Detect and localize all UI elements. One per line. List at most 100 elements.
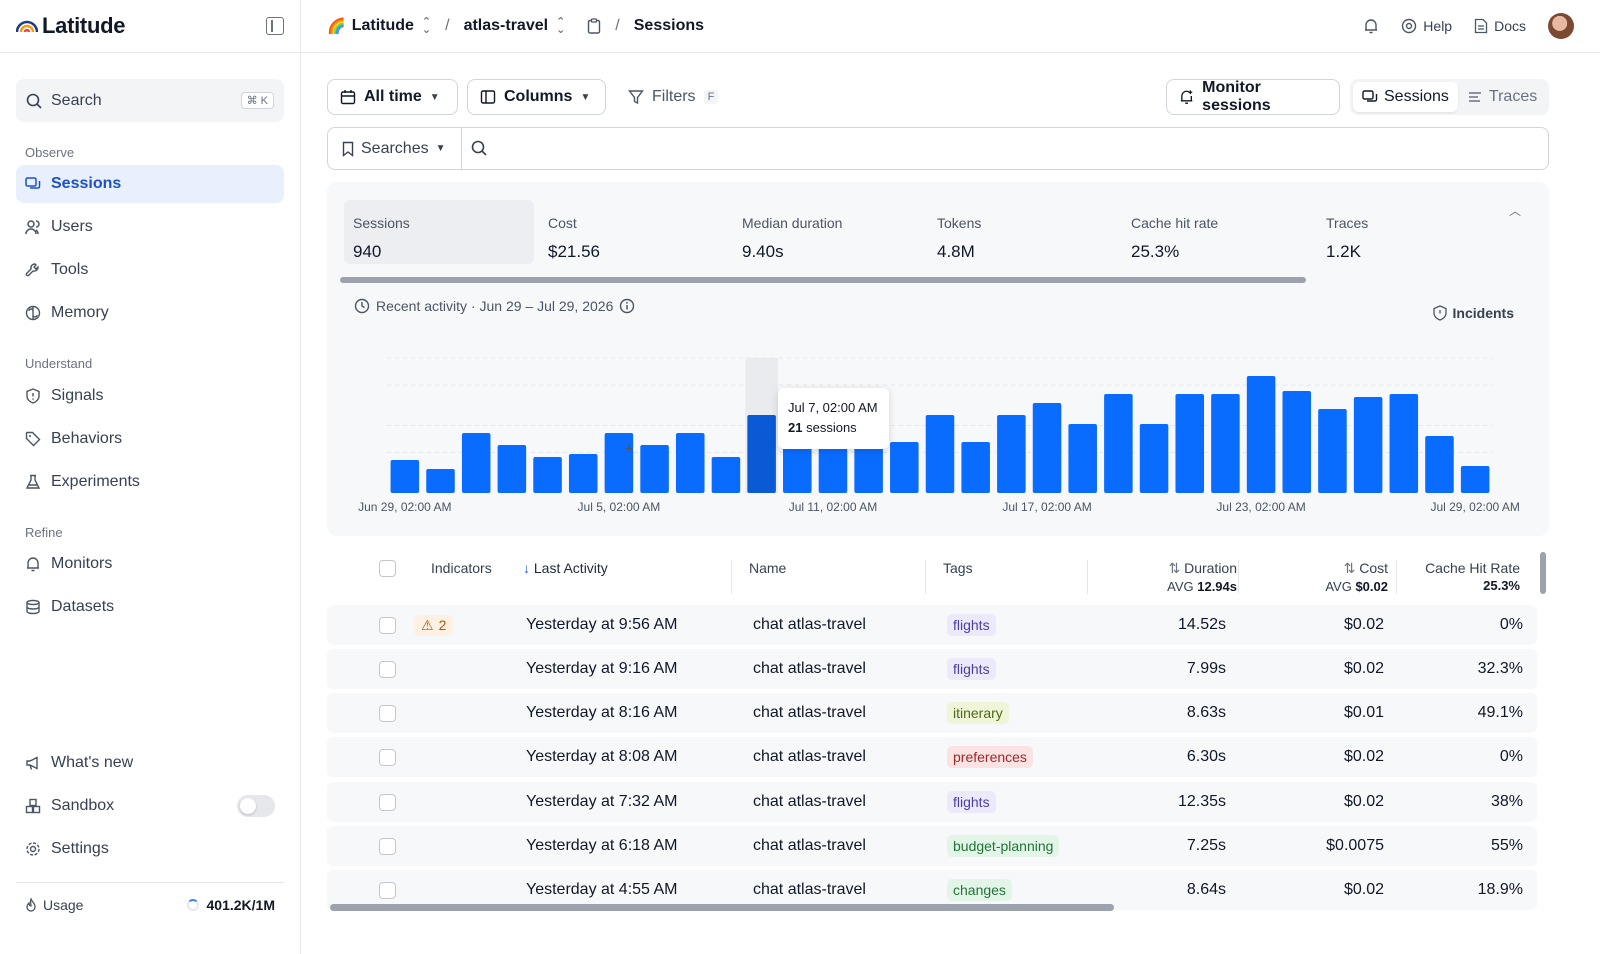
chart-bar[interactable] bbox=[1353, 397, 1383, 493]
table-row[interactable]: Yesterday at 8:16 AM chat atlas-travel iti… bbox=[327, 693, 1537, 733]
sidebar-item-tools[interactable]: Tools bbox=[16, 251, 284, 289]
sidebar-item-experiments[interactable]: Experiments bbox=[16, 463, 284, 501]
chart-bar[interactable] bbox=[711, 457, 741, 493]
chart-bar[interactable] bbox=[604, 433, 634, 493]
tag-badge[interactable]: flights bbox=[947, 614, 996, 636]
columns-button[interactable]: Columns ▼ bbox=[467, 79, 606, 115]
breadcrumb-project[interactable]: atlas-travel ⌃ ⌄ bbox=[464, 17, 566, 36]
tag-badge[interactable]: budget-planning bbox=[947, 835, 1060, 857]
row-checkbox[interactable] bbox=[379, 748, 396, 766]
table-row[interactable]: Yesterday at 9:16 AM chat atlas-travel fli… bbox=[327, 649, 1537, 689]
sidebar-item-sandbox[interactable]: Sandbox bbox=[16, 787, 284, 825]
chart-bar[interactable] bbox=[997, 415, 1026, 493]
header-name[interactable]: Name bbox=[749, 560, 787, 576]
header-tags[interactable]: Tags bbox=[943, 560, 973, 576]
stats-scrollbar[interactable] bbox=[340, 277, 1306, 283]
chart-bar[interactable] bbox=[390, 460, 420, 493]
chart-bar[interactable] bbox=[461, 433, 491, 493]
tab-traces[interactable]: Traces bbox=[1458, 82, 1546, 112]
monitor-sessions-button[interactable]: Monitor sessions bbox=[1166, 79, 1340, 115]
notification-bell-icon[interactable] bbox=[1363, 18, 1379, 34]
chart-bar[interactable] bbox=[533, 457, 562, 493]
table-row[interactable]: ⚠ 2 Yesterday at 9:56 AM chat atlas-travel f… bbox=[327, 605, 1537, 645]
header-cost[interactable]: ⇅ Cost AVG $0.02 bbox=[1238, 560, 1388, 594]
sidebar-item-settings[interactable]: Settings bbox=[16, 830, 284, 868]
table-horizontal-scrollbar[interactable] bbox=[330, 904, 1114, 911]
sidebar-collapse-icon[interactable] bbox=[266, 17, 284, 35]
chart-bar[interactable] bbox=[675, 433, 705, 493]
sidebar-search[interactable]: Search ⌘ K bbox=[16, 79, 284, 122]
usage-row[interactable]: Usage 401.2K/1M bbox=[16, 882, 284, 927]
chart-bar[interactable] bbox=[426, 469, 455, 493]
chart-bar[interactable] bbox=[1211, 394, 1240, 493]
chart-bar[interactable] bbox=[890, 442, 919, 493]
chart-bar[interactable] bbox=[1139, 424, 1169, 493]
avatar[interactable] bbox=[1548, 13, 1574, 39]
sidebar-item-monitors[interactable]: Monitors bbox=[16, 545, 284, 583]
stat-median-duration[interactable]: Median duration 9.40s bbox=[733, 200, 923, 264]
sidebar-item-datasets[interactable]: Datasets bbox=[16, 588, 284, 626]
chart-bar[interactable] bbox=[640, 445, 669, 493]
tab-sessions[interactable]: Sessions bbox=[1353, 82, 1458, 112]
sidebar-item-users[interactable]: Users bbox=[16, 208, 284, 246]
header-indicators[interactable]: Indicators bbox=[431, 560, 492, 576]
breadcrumb-org[interactable]: 🌈 Latitude ⌃ ⌄ bbox=[327, 17, 431, 36]
incidents-toggle[interactable]: Incidents bbox=[1432, 305, 1514, 321]
header-duration[interactable]: ⇅ Duration AVG 12.94s bbox=[1087, 560, 1237, 594]
tag-badge[interactable]: flights bbox=[947, 658, 996, 680]
sidebar-item-whats-new[interactable]: What's new bbox=[16, 744, 284, 782]
stat-cost[interactable]: Cost $21.56 bbox=[539, 200, 729, 264]
filters-button[interactable]: Filters F bbox=[628, 80, 719, 114]
stat-tokens[interactable]: Tokens 4.8M bbox=[928, 200, 1118, 264]
header-cache-hit-rate[interactable]: Cache Hit Rate 25.3% bbox=[1396, 560, 1520, 593]
sidebar-item-signals[interactable]: Signals bbox=[16, 377, 284, 415]
chart-bar[interactable] bbox=[568, 454, 598, 493]
warning-badge[interactable]: ⚠ 2 bbox=[414, 614, 454, 636]
help-link[interactable]: Help bbox=[1401, 18, 1452, 34]
row-checkbox[interactable] bbox=[379, 660, 396, 678]
sidebar-item-memory[interactable]: Memory bbox=[16, 294, 284, 332]
sidebar-item-sessions[interactable]: Sessions bbox=[16, 165, 284, 203]
chart-bar[interactable] bbox=[1389, 394, 1419, 493]
query-input[interactable] bbox=[462, 128, 1548, 169]
chevron-up-icon[interactable]: ︿ bbox=[1508, 204, 1521, 218]
saved-searches-button[interactable]: Searches ▼ bbox=[328, 128, 462, 169]
chart-bar[interactable] bbox=[925, 415, 955, 493]
info-icon[interactable] bbox=[619, 298, 635, 314]
table-row[interactable]: Yesterday at 6:18 AM chat atlas-travel bud… bbox=[327, 826, 1537, 866]
chart-bar[interactable] bbox=[961, 442, 990, 493]
chart-bar[interactable] bbox=[1246, 376, 1276, 493]
chart-bar[interactable] bbox=[1068, 424, 1097, 493]
row-checkbox[interactable] bbox=[379, 793, 396, 811]
sidebar-item-behaviors[interactable]: Behaviors bbox=[16, 420, 284, 458]
tag-badge[interactable]: changes bbox=[947, 879, 1012, 901]
row-checkbox[interactable] bbox=[379, 704, 396, 722]
tag-badge[interactable]: preferences bbox=[947, 746, 1033, 768]
stat-sessions[interactable]: Sessions 940 bbox=[344, 200, 534, 264]
tag-badge[interactable]: itinerary bbox=[947, 702, 1009, 724]
stat-traces[interactable]: Traces 1.2K bbox=[1317, 200, 1507, 264]
time-range-button[interactable]: All time ▼ bbox=[327, 79, 458, 115]
row-checkbox[interactable] bbox=[379, 881, 396, 899]
chart-bar[interactable] bbox=[1104, 394, 1133, 493]
header-last-activity[interactable]: ↓ Last Activity bbox=[523, 560, 608, 576]
select-all-checkbox[interactable] bbox=[379, 560, 396, 577]
sandbox-toggle[interactable] bbox=[237, 795, 275, 817]
table-vertical-scrollbar[interactable] bbox=[1540, 552, 1546, 594]
chart-bar[interactable] bbox=[497, 445, 527, 493]
chart-bar[interactable] bbox=[747, 415, 776, 493]
row-checkbox[interactable] bbox=[379, 837, 396, 855]
row-checkbox[interactable] bbox=[379, 616, 396, 634]
table-row[interactable]: Yesterday at 4:55 AM chat atlas-travel cha… bbox=[327, 870, 1537, 910]
table-row[interactable]: Yesterday at 7:32 AM chat atlas-travel fli… bbox=[327, 782, 1537, 822]
chart-bar[interactable] bbox=[1175, 394, 1205, 493]
docs-link[interactable]: Docs bbox=[1474, 18, 1526, 34]
chart-bar[interactable] bbox=[1460, 466, 1490, 493]
chart-bar[interactable] bbox=[1425, 436, 1454, 493]
tag-badge[interactable]: flights bbox=[947, 791, 996, 813]
chart-bar[interactable] bbox=[1032, 403, 1062, 493]
table-row[interactable]: Yesterday at 8:08 AM chat atlas-travel pre… bbox=[327, 737, 1537, 777]
chart-bar[interactable] bbox=[1318, 409, 1347, 493]
stat-cache-hit-rate[interactable]: Cache hit rate 25.3% bbox=[1122, 200, 1312, 264]
chart-bar[interactable] bbox=[1282, 391, 1312, 493]
